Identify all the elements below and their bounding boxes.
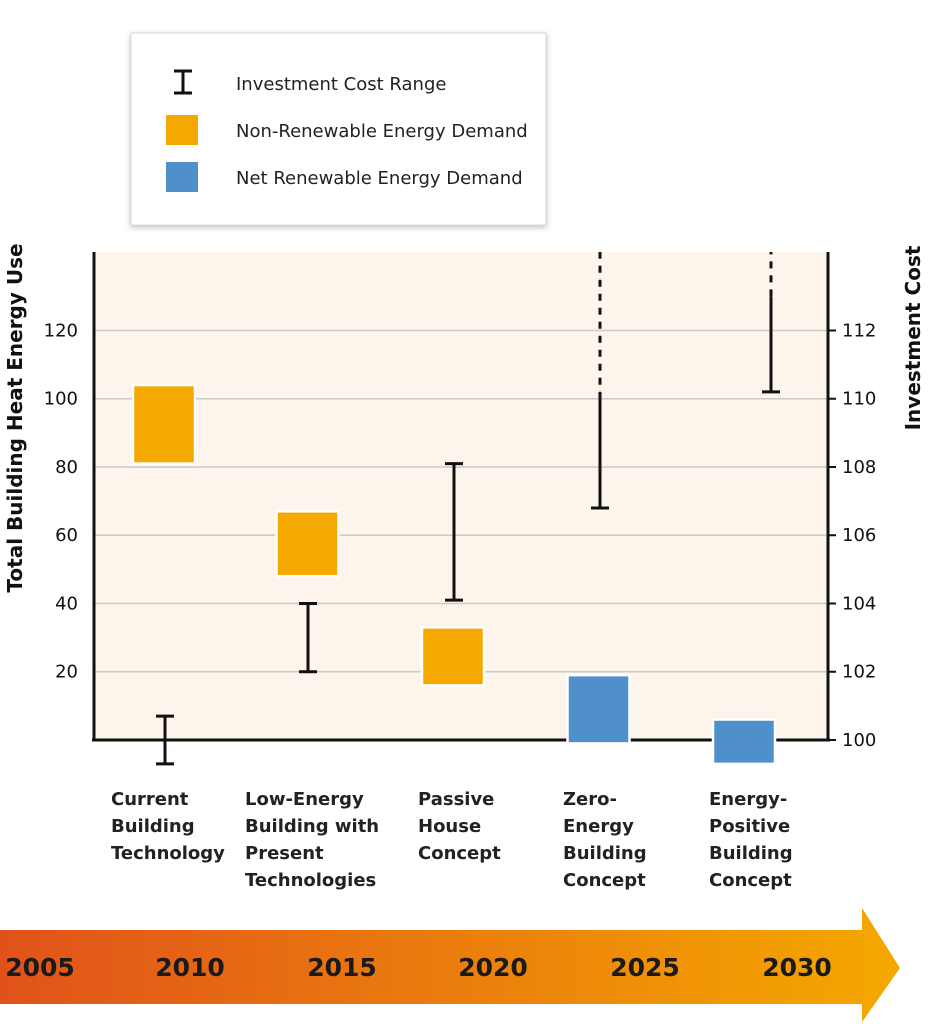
category-label: Energy-Positive Building Concept	[709, 789, 793, 891]
y-tick-label: 80	[55, 457, 78, 478]
timeline-years: 2005 2010 2015 2020 2025 2030	[5, 953, 832, 982]
grid-lines	[94, 329, 828, 673]
category-label: Passive House Concept	[418, 789, 501, 864]
category-label: Current Building Technology	[111, 789, 225, 864]
legend-label-investment: Investment Cost Range	[236, 74, 446, 95]
y-tick-label: 20	[55, 662, 78, 683]
investment-range	[299, 601, 317, 674]
legend: Investment Cost Range Non-Renewable Ener…	[130, 32, 547, 226]
investment-range	[591, 252, 609, 510]
timeline-year-label: 2020	[458, 953, 528, 982]
y2-tick-label: 100	[842, 730, 876, 751]
energy-demand-box	[711, 718, 777, 766]
y-tick-label: 60	[55, 525, 78, 546]
y-axis-title-right: Investment Cost	[901, 245, 925, 430]
legend-box	[130, 32, 547, 226]
legend-swatch-net-renewable	[166, 162, 198, 192]
y2-tick-label: 104	[842, 593, 876, 614]
energy-demand-box	[420, 626, 486, 687]
legend-range-symbol	[174, 69, 192, 95]
y2-tick-label: 102	[842, 662, 876, 683]
right-y-ticks: 100 102 104 106 108 110 112	[828, 320, 876, 751]
axes	[92, 252, 830, 742]
data-marks	[131, 252, 780, 766]
y2-tick-label: 112	[842, 320, 876, 341]
y2-tick-label: 106	[842, 525, 876, 546]
energy-demand-box	[275, 510, 340, 578]
category-labels: Current Building Technology Low-Energy Build…	[111, 789, 793, 891]
left-y-ticks: 20 40 60 80 100 120	[44, 320, 78, 682]
y-axis-title-left: Total Building Heat Energy Use	[3, 243, 27, 592]
legend-label-non-renewable: Non-Renewable Energy Demand	[236, 121, 528, 142]
timeline-arrow	[0, 908, 900, 1022]
timeline-year-label: 2030	[762, 953, 832, 982]
energy-demand-box	[131, 383, 197, 465]
investment-range	[762, 252, 780, 394]
y2-tick-label: 110	[842, 389, 876, 410]
investment-range	[156, 714, 174, 766]
legend-label-net-renewable: Net Renewable Energy Demand	[236, 168, 523, 189]
y-tick-label: 40	[55, 593, 78, 614]
timeline-year-label: 2015	[307, 953, 377, 982]
energy-demand-box	[566, 673, 631, 745]
category-label: Low-Energy Building with Present Technologi…	[245, 789, 379, 891]
timeline-year-label: 2010	[155, 953, 225, 982]
investment-range	[445, 462, 463, 602]
category-label: Zero-Energy Building Concept	[563, 789, 647, 891]
legend-swatch-non-renewable	[166, 115, 198, 145]
y2-tick-label: 108	[842, 457, 876, 478]
y-tick-label: 120	[44, 320, 78, 341]
timeline-year-label: 2025	[610, 953, 680, 982]
timeline-year-label: 2005	[5, 953, 75, 982]
y-tick-label: 100	[44, 389, 78, 410]
